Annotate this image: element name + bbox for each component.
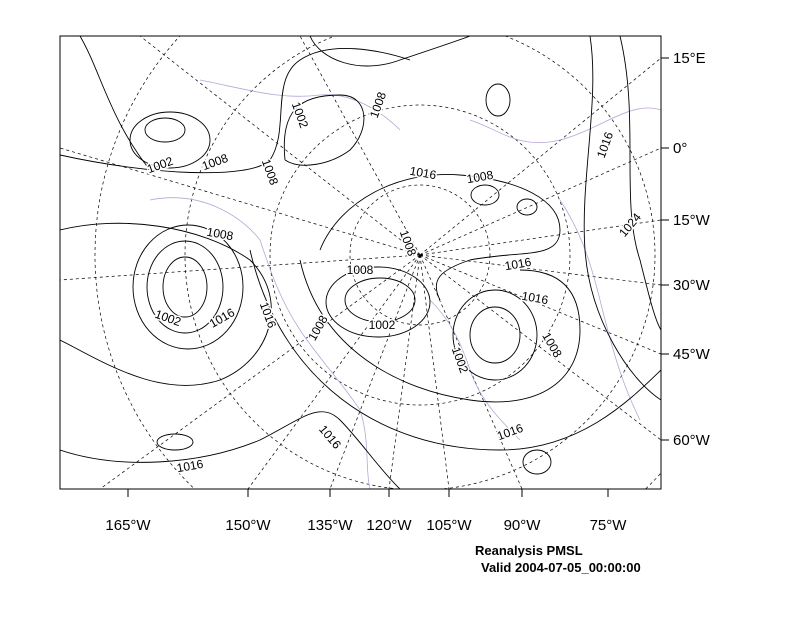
contour-label: 1016 [207, 305, 237, 331]
x-tick-label: 75°W [590, 517, 628, 534]
x-tick-label: 90°W [504, 517, 542, 534]
contour-label: 1002 [153, 307, 183, 329]
map-frame [59, 35, 662, 490]
contour-label: 1016 [594, 130, 616, 160]
contour-label: 1002 [449, 345, 471, 375]
contour-label: 1008 [206, 225, 235, 243]
axis-labels: 165°W 150°W 135°W 120°W 105°W 90°W 75°W 15°E 0° 1… [105, 50, 710, 534]
contour-label: 1008 [397, 228, 419, 258]
contour-label: 1002 [145, 154, 175, 176]
y-tick-label: 0° [673, 140, 687, 157]
contour-label: 1002 [369, 318, 396, 332]
y-tick-label: 60°W [673, 432, 711, 449]
y-tick-label: 15°W [673, 212, 711, 229]
contour-label: 1008 [367, 90, 389, 120]
map-area: 1002 1008 1002 1008 1008 1016 1008 1016 1008 1024… [60, 36, 661, 489]
contour-label: 1016 [521, 289, 550, 307]
contour-label: 1016 [409, 164, 438, 182]
x-tick-label: 135°W [307, 517, 353, 534]
contour-label: 1016 [495, 421, 525, 443]
contour-label: 1008 [305, 313, 331, 343]
contour-label: 1016 [316, 422, 344, 452]
x-tick-label: 165°W [105, 517, 151, 534]
y-tick-label: 45°W [673, 346, 711, 363]
coastlines [149, 79, 661, 489]
contour-label: 1024 [616, 210, 644, 240]
caption-title: Reanalysis PMSL [475, 543, 583, 558]
contour-label: 1008 [466, 168, 495, 186]
contour-label: 1008 [539, 330, 565, 360]
caption-valid: Valid 2004-07-05_00:00:00 [481, 560, 641, 575]
y-tick-label: 15°E [673, 50, 706, 67]
x-tick-label: 150°W [225, 517, 271, 534]
x-tick-label: 120°W [366, 517, 412, 534]
contour-label: 1008 [259, 157, 281, 187]
x-tick-label: 105°W [426, 517, 472, 534]
contour-label: 1016 [257, 300, 279, 330]
contour-label: 1016 [176, 457, 205, 475]
contour-label: 1008 [347, 263, 374, 277]
contour-label: 1002 [289, 100, 311, 130]
contour-label: 1016 [504, 255, 533, 273]
graticule [60, 36, 661, 489]
contours [60, 36, 661, 489]
contour-labels: 1002 1008 1002 1008 1008 1016 1008 1016 1008 1024… [144, 88, 646, 476]
y-tick-label: 30°W [673, 277, 711, 294]
